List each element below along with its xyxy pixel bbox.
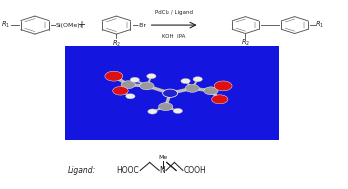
Text: +: + [77, 20, 85, 30]
Circle shape [193, 77, 203, 82]
Text: Si(OMe)₃: Si(OMe)₃ [56, 22, 83, 28]
Circle shape [148, 109, 157, 114]
Circle shape [130, 77, 140, 82]
Text: N: N [159, 166, 165, 175]
FancyBboxPatch shape [65, 46, 279, 139]
Text: $R_1$: $R_1$ [315, 20, 325, 30]
Circle shape [204, 87, 218, 95]
Circle shape [113, 87, 128, 95]
Text: KOH  IPA: KOH IPA [163, 33, 186, 39]
Text: COOH: COOH [184, 166, 206, 175]
Text: $R_2$: $R_2$ [112, 39, 121, 49]
Circle shape [185, 84, 199, 92]
Circle shape [147, 74, 156, 79]
Text: HOOC: HOOC [116, 166, 139, 175]
Circle shape [173, 108, 183, 114]
Circle shape [212, 95, 228, 104]
Circle shape [163, 89, 177, 97]
Circle shape [159, 103, 173, 111]
Text: $R_2$: $R_2$ [241, 38, 250, 48]
Circle shape [126, 94, 135, 99]
Text: –Br: –Br [137, 22, 147, 28]
Text: Me: Me [158, 155, 167, 160]
Circle shape [181, 78, 190, 84]
Circle shape [140, 82, 154, 90]
Circle shape [121, 81, 135, 89]
Text: PdCl₂ / Ligand: PdCl₂ / Ligand [155, 10, 193, 15]
Circle shape [214, 81, 232, 91]
Text: Ligand:: Ligand: [68, 166, 96, 175]
Text: $R_1$: $R_1$ [1, 20, 10, 30]
Circle shape [105, 71, 123, 81]
